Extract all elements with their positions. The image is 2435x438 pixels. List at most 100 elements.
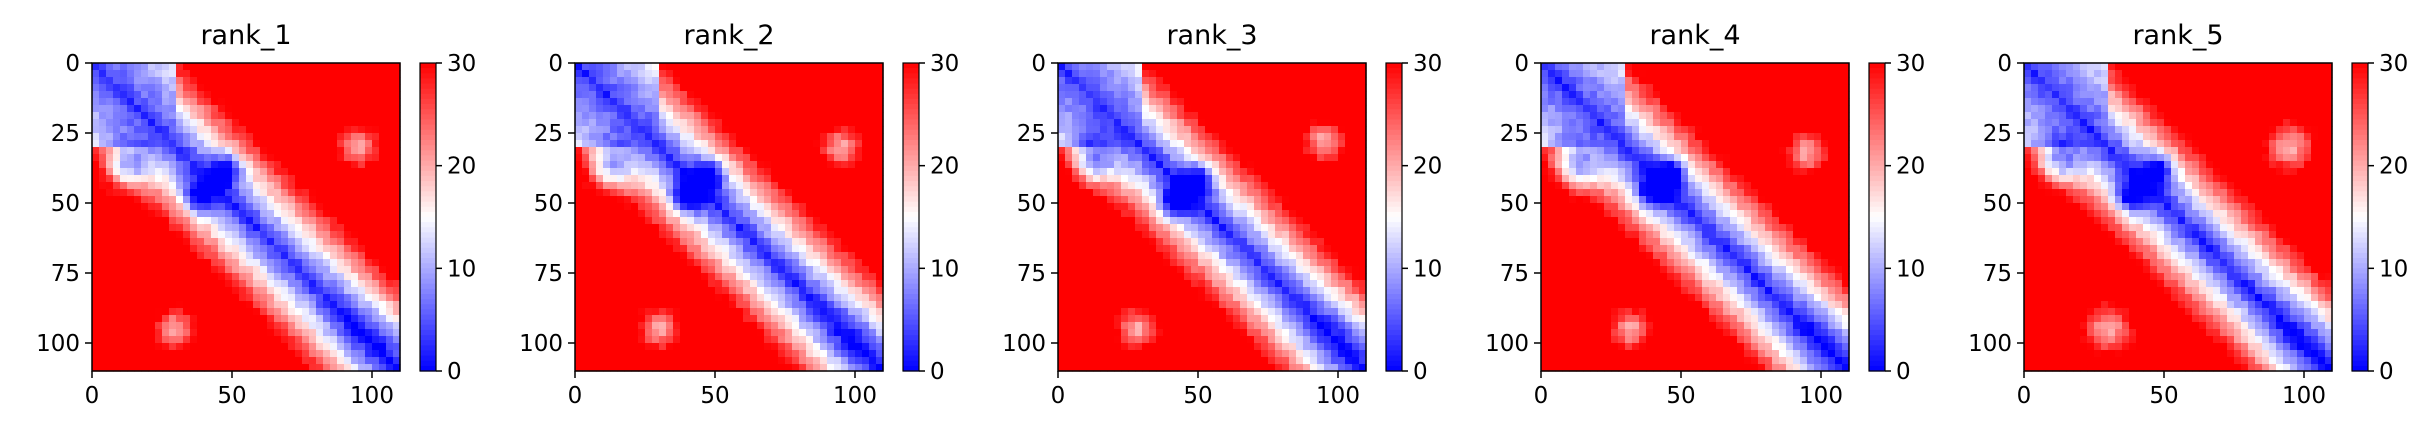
heatmap-cell bbox=[204, 329, 212, 337]
heatmap-cell bbox=[141, 280, 149, 288]
heatmap-cell bbox=[1072, 105, 1080, 113]
heatmap-cell bbox=[1184, 63, 1192, 71]
heatmap-cell bbox=[869, 294, 877, 302]
heatmap-cell bbox=[302, 322, 310, 330]
heatmap-cell bbox=[309, 84, 317, 92]
heatmap-cell bbox=[799, 364, 807, 372]
heatmap-cell bbox=[1282, 91, 1290, 99]
heatmap-cell bbox=[729, 315, 737, 323]
heatmap-cell bbox=[134, 112, 142, 120]
heatmap-cell bbox=[631, 133, 639, 141]
heatmap-cell bbox=[729, 224, 737, 232]
heatmap-cell bbox=[393, 203, 401, 211]
heatmap-cell bbox=[330, 70, 338, 78]
heatmap-cell bbox=[372, 91, 380, 99]
heatmap-cell bbox=[799, 287, 807, 295]
y-tick-label: 75 bbox=[534, 261, 563, 287]
heatmap-cell bbox=[169, 280, 177, 288]
heatmap-cell bbox=[379, 182, 387, 190]
heatmap-cell bbox=[281, 119, 289, 127]
heatmap-cell bbox=[127, 147, 135, 155]
heatmap-cell bbox=[281, 287, 289, 295]
heatmap-cell bbox=[218, 329, 226, 337]
heatmap-cell bbox=[1163, 203, 1171, 211]
heatmap-cell bbox=[806, 315, 814, 323]
heatmap-cell bbox=[659, 105, 667, 113]
heatmap-cell bbox=[330, 91, 338, 99]
heatmap-cell bbox=[211, 196, 219, 204]
heatmap-cell bbox=[155, 161, 163, 169]
heatmap-cell bbox=[736, 91, 744, 99]
heatmap-cell bbox=[246, 287, 254, 295]
heatmap-cell bbox=[155, 189, 163, 197]
heatmap-cell bbox=[771, 357, 779, 365]
heatmap-cell bbox=[218, 224, 226, 232]
heatmap-cell bbox=[169, 308, 177, 316]
heatmap-cell bbox=[680, 322, 688, 330]
heatmap-cell bbox=[610, 294, 618, 302]
heatmap-cell bbox=[631, 294, 639, 302]
heatmap-cell bbox=[722, 238, 730, 246]
heatmap-cell bbox=[694, 315, 702, 323]
heatmap-cell bbox=[323, 77, 331, 85]
heatmap-cell bbox=[687, 161, 695, 169]
heatmap-cell bbox=[239, 161, 247, 169]
heatmap-cell bbox=[708, 140, 716, 148]
heatmap-cell bbox=[610, 63, 618, 71]
heatmap-cell bbox=[1142, 98, 1150, 106]
heatmap-cell bbox=[820, 98, 828, 106]
heatmap-cell bbox=[813, 301, 821, 309]
heatmap-cell bbox=[666, 196, 674, 204]
heatmap-cell bbox=[757, 161, 765, 169]
heatmap-cell bbox=[260, 63, 268, 71]
heatmap-cell bbox=[148, 203, 156, 211]
heatmap-cell bbox=[1240, 84, 1248, 92]
heatmap-cell bbox=[281, 343, 289, 351]
heatmap-cell bbox=[743, 231, 751, 239]
heatmap-cell bbox=[106, 98, 114, 106]
heatmap-cell bbox=[274, 315, 282, 323]
heatmap-cell bbox=[582, 238, 590, 246]
heatmap-cell bbox=[253, 154, 261, 162]
heatmap-cell bbox=[582, 280, 590, 288]
heatmap-cell bbox=[358, 98, 366, 106]
heatmap-cell bbox=[736, 189, 744, 197]
heatmap-cell bbox=[1247, 147, 1255, 155]
heatmap-cell bbox=[589, 364, 597, 372]
heatmap-cell bbox=[120, 84, 128, 92]
heatmap-cell bbox=[1240, 182, 1248, 190]
heatmap-cell bbox=[1226, 175, 1234, 183]
heatmap-cell bbox=[645, 315, 653, 323]
heatmap-cell bbox=[1345, 203, 1353, 211]
heatmap-cell bbox=[617, 84, 625, 92]
heatmap-cell bbox=[624, 182, 632, 190]
heatmap-cell bbox=[855, 329, 863, 337]
heatmap-cell bbox=[687, 210, 695, 218]
heatmap-cell bbox=[589, 70, 597, 78]
heatmap-cell bbox=[302, 273, 310, 281]
heatmap-cell bbox=[204, 287, 212, 295]
heatmap-cell bbox=[813, 140, 821, 148]
heatmap-cell bbox=[134, 210, 142, 218]
heatmap-cell bbox=[869, 224, 877, 232]
heatmap-cell bbox=[652, 147, 660, 155]
heatmap-cell bbox=[855, 217, 863, 225]
heatmap-cell bbox=[190, 315, 198, 323]
heatmap-cell bbox=[344, 210, 352, 218]
heatmap-cell bbox=[834, 126, 842, 134]
heatmap-cell bbox=[652, 175, 660, 183]
heatmap-cell bbox=[680, 84, 688, 92]
heatmap-cell bbox=[757, 217, 765, 225]
heatmap-cell bbox=[771, 231, 779, 239]
heatmap-cell bbox=[323, 217, 331, 225]
heatmap-cell bbox=[778, 238, 786, 246]
heatmap-cell bbox=[1135, 84, 1143, 92]
heatmap-cell bbox=[239, 294, 247, 302]
heatmap-cell bbox=[610, 301, 618, 309]
heatmap-cell bbox=[1184, 91, 1192, 99]
heatmap-cell bbox=[1317, 126, 1325, 134]
heatmap-cell bbox=[1240, 98, 1248, 106]
heatmap-cell bbox=[1289, 168, 1297, 176]
heatmap-cell bbox=[813, 189, 821, 197]
heatmap-cell bbox=[106, 126, 114, 134]
